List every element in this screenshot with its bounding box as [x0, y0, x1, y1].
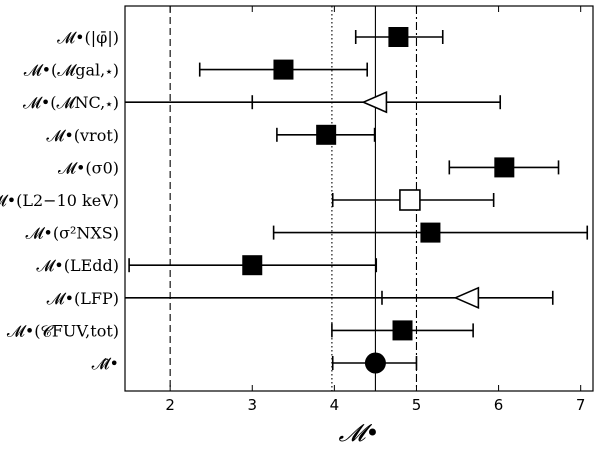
row-label: 𝓜•(𝓜NC,⋆): [23, 93, 119, 112]
row-label: 𝓜•(𝓜gal,⋆): [24, 61, 119, 80]
data-row: [331, 352, 418, 374]
data-point-square: [494, 157, 515, 178]
data-row: [354, 27, 444, 47]
row-labels: 𝓜•(|φ̄|) 𝓜•(𝓜gal,⋆) 𝓜•(𝓜NC,⋆) 𝓜•(vrot) 𝓜•(σ0…: [0, 28, 119, 373]
row-label: 𝓜•(LFP): [47, 289, 119, 308]
x-axis-ticks: 2 3 4 5 6 7: [165, 6, 585, 414]
row-label: 𝓜•(vrot): [46, 126, 119, 145]
data-point-square: [242, 255, 263, 276]
data-point-triangle: [361, 90, 388, 114]
data-row: [125, 286, 554, 310]
data-point-square: [420, 222, 441, 243]
data-point-square: [392, 320, 413, 341]
data-row: [125, 90, 502, 114]
data-row: [128, 255, 378, 276]
data-point-square: [316, 124, 337, 145]
data-row: [448, 157, 560, 178]
x-tick-label: 2: [165, 396, 175, 414]
row-label: 𝓜•(|φ̄|): [57, 28, 119, 47]
row-label: 𝓜•(LEdd): [36, 256, 119, 275]
row-label: 𝓜•(𝓒FUV,tot): [7, 321, 119, 340]
x-tick-label: 7: [576, 396, 586, 414]
x-tick-label: 3: [247, 396, 257, 414]
data-point-circle: [364, 352, 386, 374]
data-row: [331, 320, 474, 341]
x-axis-label: 𝓜•: [338, 419, 379, 447]
plot-area: [125, 6, 593, 391]
data-rows: [125, 27, 589, 374]
data-row: [198, 59, 369, 80]
data-point-square: [273, 59, 294, 80]
x-tick-label: 6: [494, 396, 504, 414]
x-tick-label: 4: [330, 396, 340, 414]
row-label: 𝓜•(σ0): [58, 158, 119, 177]
data-point-square-open: [399, 189, 421, 211]
data-row: [272, 222, 589, 243]
data-point-triangle: [453, 286, 480, 310]
row-label: 𝓜•(σ²NXS): [25, 224, 119, 243]
row-label: 𝓜̂•: [92, 354, 119, 373]
plot-frame: [124, 5, 594, 392]
data-point-square: [388, 27, 409, 47]
data-row: [331, 189, 495, 211]
data-row: [276, 124, 376, 145]
row-label: 𝓜•(L2−10 keV): [0, 191, 119, 210]
x-tick-label: 5: [412, 396, 422, 414]
